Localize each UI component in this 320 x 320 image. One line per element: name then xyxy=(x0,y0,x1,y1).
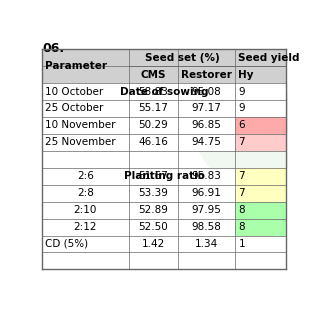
Circle shape xyxy=(211,61,257,108)
Circle shape xyxy=(230,73,300,142)
Text: 2:8: 2:8 xyxy=(77,188,94,198)
Bar xyxy=(178,185,235,202)
Text: 97.17: 97.17 xyxy=(192,103,221,114)
Text: Hy: Hy xyxy=(238,69,254,80)
Bar xyxy=(42,185,129,202)
Bar xyxy=(42,49,129,83)
Bar xyxy=(129,83,178,100)
Bar xyxy=(235,134,286,151)
Bar xyxy=(129,49,235,66)
Bar xyxy=(129,134,178,151)
Bar xyxy=(42,236,286,252)
Bar xyxy=(129,185,178,202)
Bar xyxy=(178,219,235,236)
Bar xyxy=(235,117,286,134)
Text: 94.75: 94.75 xyxy=(192,137,221,147)
Text: 10 October: 10 October xyxy=(45,86,103,97)
Text: 50.29: 50.29 xyxy=(139,120,168,131)
Bar xyxy=(42,168,286,185)
Text: 1.42: 1.42 xyxy=(142,239,165,249)
Bar xyxy=(42,83,286,100)
Text: 9: 9 xyxy=(238,86,245,97)
Text: CD (5%): CD (5%) xyxy=(45,239,88,249)
Text: 2:10: 2:10 xyxy=(74,205,97,215)
Bar xyxy=(235,83,286,100)
Bar xyxy=(42,83,129,100)
Bar xyxy=(178,202,235,219)
Bar xyxy=(178,117,235,134)
Bar xyxy=(235,100,286,117)
Text: 8: 8 xyxy=(238,222,245,232)
Bar xyxy=(129,219,178,236)
Text: 46.16: 46.16 xyxy=(139,137,168,147)
Bar xyxy=(42,100,129,117)
Bar xyxy=(235,185,286,202)
Text: 1.34: 1.34 xyxy=(195,239,218,249)
Text: Seed set (%): Seed set (%) xyxy=(145,53,220,63)
Bar xyxy=(235,202,286,219)
Text: 7: 7 xyxy=(238,188,245,198)
Bar xyxy=(178,83,235,100)
Text: 98.58: 98.58 xyxy=(192,222,221,232)
Bar xyxy=(178,100,235,117)
Text: 52.50: 52.50 xyxy=(139,222,168,232)
Text: Restorer: Restorer xyxy=(181,69,232,80)
Bar xyxy=(178,134,235,151)
Bar xyxy=(178,66,235,83)
Bar xyxy=(129,117,178,134)
Text: 96.91: 96.91 xyxy=(192,188,221,198)
Text: 55.17: 55.17 xyxy=(139,103,168,114)
Text: 95.08: 95.08 xyxy=(192,86,221,97)
Bar xyxy=(42,202,129,219)
Bar xyxy=(129,202,178,219)
Text: 8: 8 xyxy=(238,205,245,215)
Text: CMS: CMS xyxy=(141,69,166,80)
Text: Seed yield: Seed yield xyxy=(238,53,300,63)
Text: Date of sowing: Date of sowing xyxy=(120,86,208,97)
Text: 6: 6 xyxy=(238,120,245,131)
Text: 25 October: 25 October xyxy=(45,103,103,114)
Text: 97.95: 97.95 xyxy=(192,205,221,215)
Text: Planting ratio: Planting ratio xyxy=(124,171,204,181)
Circle shape xyxy=(195,77,303,185)
Bar xyxy=(235,168,286,185)
Bar xyxy=(42,134,129,151)
Bar xyxy=(42,117,129,134)
Bar xyxy=(42,219,129,236)
Bar xyxy=(178,168,235,185)
Text: 51.67: 51.67 xyxy=(139,171,168,181)
Bar xyxy=(129,66,178,83)
Text: 2:6: 2:6 xyxy=(77,171,94,181)
Text: 7: 7 xyxy=(238,171,245,181)
Text: 95.83: 95.83 xyxy=(192,171,221,181)
Text: 96.85: 96.85 xyxy=(192,120,221,131)
Text: 06.: 06. xyxy=(42,42,64,55)
Text: 1: 1 xyxy=(238,239,245,249)
Bar xyxy=(129,100,178,117)
Bar xyxy=(235,49,286,66)
Bar xyxy=(129,168,178,185)
Text: 7: 7 xyxy=(238,137,245,147)
Bar xyxy=(235,219,286,236)
Text: 53.39: 53.39 xyxy=(139,188,168,198)
Text: 25 November: 25 November xyxy=(45,137,115,147)
Text: Parameter: Parameter xyxy=(45,61,107,71)
Text: 10 November: 10 November xyxy=(45,120,115,131)
Bar xyxy=(235,66,286,83)
Text: 9: 9 xyxy=(238,103,245,114)
Bar xyxy=(42,168,129,185)
Text: 2:12: 2:12 xyxy=(74,222,97,232)
Text: 52.89: 52.89 xyxy=(139,205,168,215)
Text: 58.83: 58.83 xyxy=(139,86,168,97)
